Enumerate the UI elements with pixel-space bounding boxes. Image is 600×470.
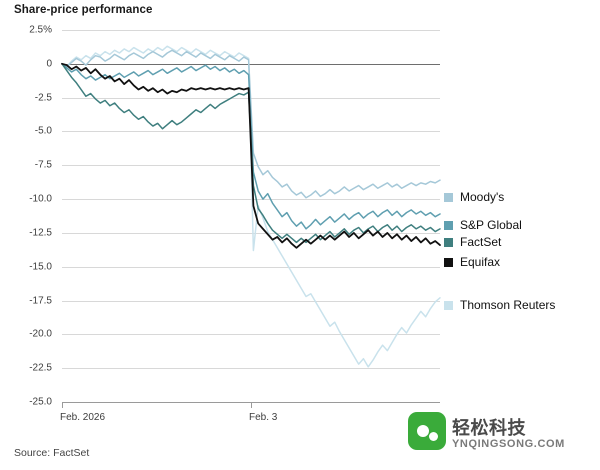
- y-tick-label: -12.5: [29, 227, 52, 239]
- zero-line: [62, 63, 440, 65]
- chart-legend: Moody's S&P Global FactSet Equifax Thomson R…: [444, 30, 594, 402]
- legend-swatch-icon: [444, 192, 453, 202]
- legend-label: Equifax: [460, 255, 501, 269]
- x-tick-label: Feb. 3: [249, 412, 278, 423]
- gridline: [62, 334, 440, 336]
- watermark: 轻松科技 YNQINGSONG.COM: [408, 410, 594, 466]
- y-tick-label: -2.5: [34, 92, 52, 104]
- watermark-logo-icon: [408, 412, 446, 450]
- x-tick-label: Feb. 2026: [60, 412, 106, 423]
- legend-label: FactSet: [460, 235, 502, 249]
- legend-swatch-icon: [444, 237, 453, 247]
- y-tick-label: -20.0: [29, 328, 52, 340]
- plot-area: [61, 30, 441, 403]
- y-tick-label: 0: [46, 58, 52, 70]
- legend-swatch-icon: [444, 220, 453, 230]
- y-tick-label: -5.0: [34, 125, 52, 137]
- y-tick-label: -7.5: [34, 159, 52, 171]
- y-axis-labels: 2.5% 0 -2.5 -5.0 -7.5 -10.0 -12.5 -15.0 -17.5 -20…: [0, 25, 56, 408]
- series-lines: [61, 45, 441, 368]
- legend-swatch-icon: [444, 257, 453, 267]
- y-tick-label: -15.0: [29, 261, 52, 273]
- y-tick-label: -25.0: [29, 396, 52, 408]
- chart-title: Share-price performance: [14, 4, 153, 16]
- legend-item[interactable]: Equifax: [444, 255, 500, 269]
- gridline: [62, 30, 440, 31]
- x-tick-mark: [62, 402, 63, 408]
- legend-label: S&P Global: [460, 218, 522, 232]
- y-tick-label: -10.0: [29, 193, 52, 205]
- legend-label: Thomson Reuters: [460, 298, 556, 312]
- gridline: [62, 199, 440, 201]
- gridline: [62, 266, 440, 268]
- series-line: [61, 62, 441, 249]
- gridline: [62, 368, 440, 370]
- legend-swatch-icon: [444, 300, 453, 310]
- x-tick-mark: [251, 402, 252, 408]
- watermark-brand: 轻松科技: [452, 418, 526, 438]
- series-line: [61, 63, 441, 230]
- series-line: [61, 49, 441, 199]
- watermark-domain: YNQINGSONG.COM: [452, 438, 565, 450]
- gridline: [62, 300, 440, 302]
- legend-item[interactable]: Moody's: [444, 190, 504, 204]
- source-note: Source: FactSet: [14, 447, 90, 459]
- y-tick-label: -17.5: [29, 295, 52, 307]
- y-tick-label: -22.5: [29, 362, 52, 374]
- legend-item[interactable]: Thomson Reuters: [444, 298, 555, 312]
- legend-item[interactable]: FactSet: [444, 235, 501, 249]
- legend-label: Moody's: [460, 190, 505, 204]
- y-tick-label: 2.5%: [29, 24, 52, 36]
- legend-item[interactable]: S&P Global: [444, 218, 522, 232]
- gridline: [62, 232, 440, 234]
